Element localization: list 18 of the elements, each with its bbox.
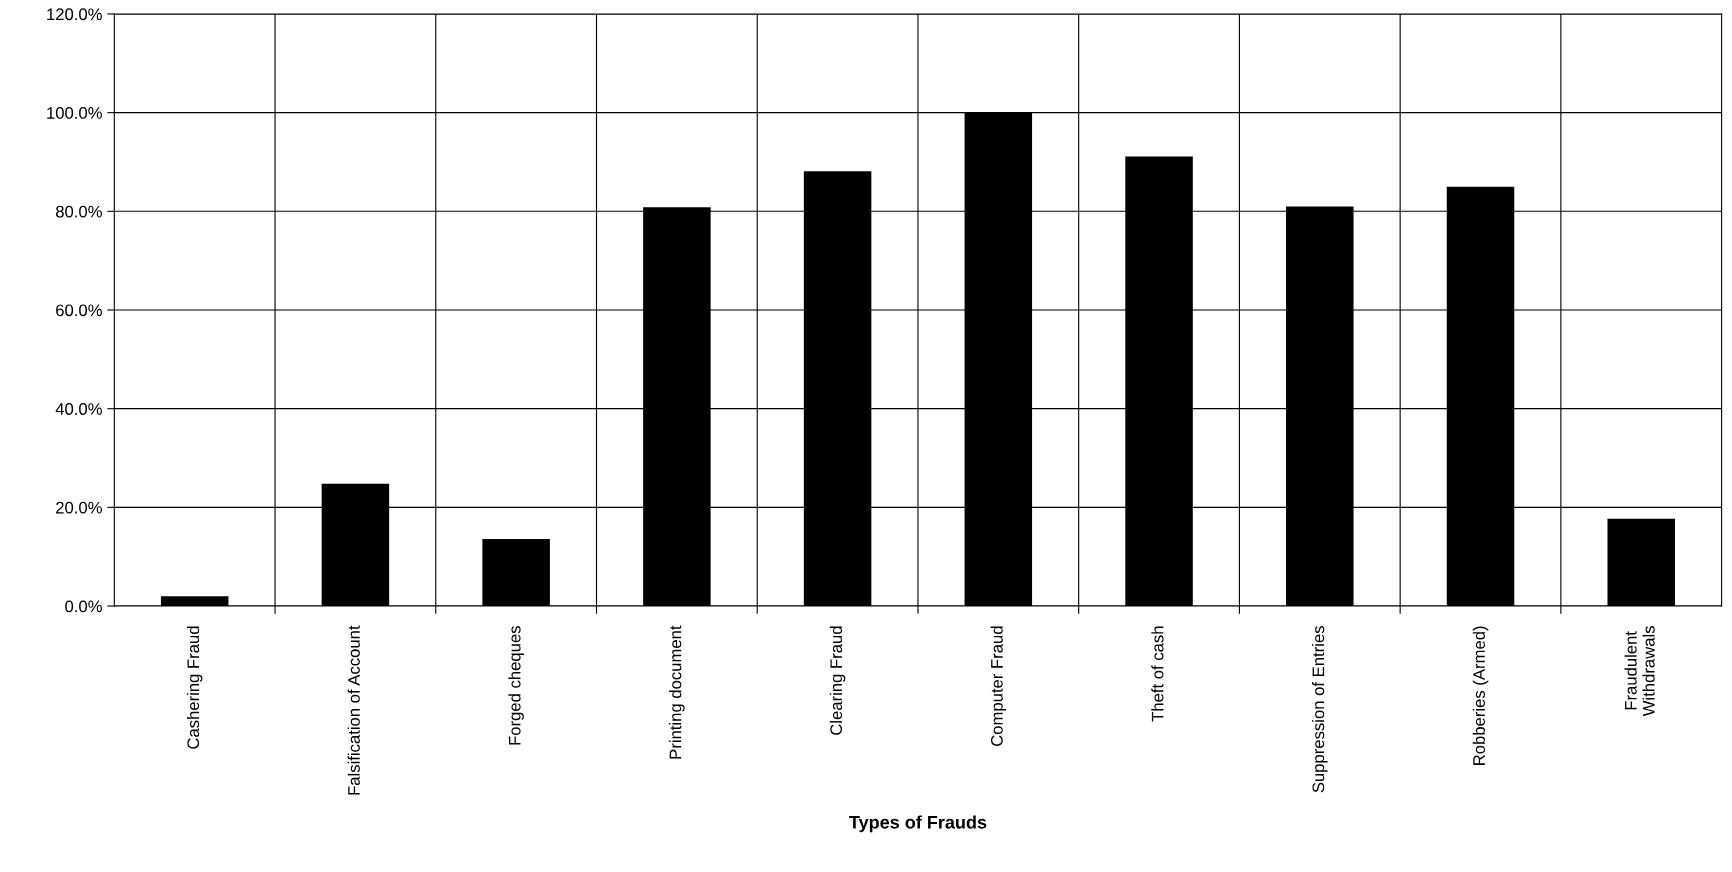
x-tick-label: Theft of cash [1151,626,1164,722]
y-tick-label: 60.0% [56,304,102,317]
x-tick-label: Forged cheques [508,626,524,745]
x-tick-label: Fraudulent Withdrawals [1624,626,1655,717]
y-tick-label: 120.0% [47,8,102,21]
y-tick-label: 40.0% [55,403,102,415]
x-tick-label: Robberies (Armed) [1472,626,1489,765]
y-tick-label: 0.0% [65,600,102,613]
x-axis-title: Types of Frauds [849,815,987,833]
x-tick-label: Cashering Fraud [186,626,203,749]
y-tick-label: 100.0% [47,107,102,119]
x-tick-label: Computer Fraud [990,626,1007,746]
x-tick-label: Printing document [669,625,685,759]
y-tick-label: 20.0% [56,501,102,514]
x-tick-label: Falsification of Account [347,625,360,795]
x-tick-label: Suppression of Entries [1312,626,1328,793]
y-tick-label: 80.0% [55,205,102,218]
x-tick-label: Clearing Fraud [829,626,846,735]
